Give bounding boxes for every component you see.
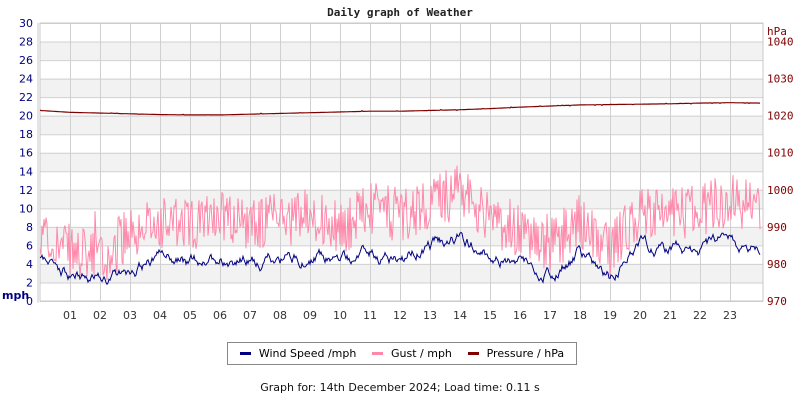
svg-text:1030: 1030: [767, 73, 794, 86]
svg-text:970: 970: [767, 295, 787, 308]
x-axis-ticks: 01 02 03 04 05 06 07 08 09 10 11 12 13 14 15 16 17 18 19 20…: [63, 309, 737, 322]
svg-text:01: 01: [63, 309, 77, 322]
left-axis-unit: mph: [2, 289, 29, 302]
svg-text:26: 26: [19, 54, 33, 67]
svg-text:8: 8: [26, 221, 33, 234]
svg-text:0: 0: [26, 295, 33, 308]
svg-text:12: 12: [19, 184, 33, 197]
chart-title: Daily graph of Weather: [327, 6, 473, 19]
svg-text:14: 14: [19, 165, 33, 178]
gust-series: [39, 165, 761, 281]
chart-legend: Wind Speed /mph Gust / mph Pressure / hP…: [227, 342, 577, 365]
svg-text:22: 22: [693, 309, 707, 322]
svg-text:16: 16: [19, 147, 33, 160]
svg-text:13: 13: [423, 309, 437, 322]
svg-text:14: 14: [453, 309, 467, 322]
svg-text:06: 06: [213, 309, 227, 322]
svg-text:4: 4: [26, 258, 33, 271]
pressure-swatch-icon: [467, 352, 479, 355]
svg-text:04: 04: [153, 309, 167, 322]
svg-text:18: 18: [19, 128, 33, 141]
wind-speed-swatch-icon: [239, 352, 251, 355]
svg-text:22: 22: [19, 91, 33, 104]
svg-text:1000: 1000: [767, 184, 794, 197]
svg-text:10: 10: [333, 309, 347, 322]
svg-text:08: 08: [273, 309, 287, 322]
wind-speed-series: [39, 231, 761, 286]
svg-text:21: 21: [663, 309, 677, 322]
svg-text:15: 15: [483, 309, 497, 322]
plot-frame: [39, 22, 764, 302]
legend-label: Pressure / hPa: [486, 347, 565, 360]
svg-text:20: 20: [633, 309, 647, 322]
svg-text:30: 30: [19, 17, 33, 30]
svg-text:1010: 1010: [767, 147, 794, 160]
svg-text:09: 09: [303, 309, 317, 322]
svg-text:24: 24: [19, 73, 33, 86]
legend-label: Gust / mph: [391, 347, 452, 360]
right-axis-ticks: 970 980 990 1000 1010 1020 1030 1040: [767, 36, 794, 308]
svg-text:02: 02: [93, 309, 107, 322]
svg-text:05: 05: [183, 309, 197, 322]
right-axis-unit: hPa: [767, 25, 787, 38]
pressure-series: [39, 102, 760, 116]
svg-text:12: 12: [393, 309, 407, 322]
legend-item-gust: Gust / mph: [372, 347, 452, 360]
svg-text:1020: 1020: [767, 110, 794, 123]
svg-text:11: 11: [363, 309, 377, 322]
svg-text:28: 28: [19, 36, 33, 49]
legend-item-wind-speed: Wind Speed /mph: [239, 347, 357, 360]
gust-swatch-icon: [372, 352, 383, 355]
svg-text:19: 19: [603, 309, 617, 322]
svg-text:1040: 1040: [767, 36, 794, 49]
svg-text:07: 07: [243, 309, 257, 322]
svg-text:23: 23: [723, 309, 737, 322]
svg-text:2: 2: [26, 276, 33, 289]
svg-text:10: 10: [19, 202, 33, 215]
svg-text:6: 6: [26, 239, 33, 252]
svg-text:03: 03: [123, 309, 137, 322]
svg-text:17: 17: [543, 309, 557, 322]
legend-item-pressure: Pressure / hPa: [467, 347, 565, 360]
graph-footer: Graph for: 14th December 2024; Load time…: [260, 381, 540, 394]
svg-text:990: 990: [767, 221, 787, 234]
legend-label: Wind Speed /mph: [258, 347, 357, 360]
svg-text:18: 18: [573, 309, 587, 322]
svg-text:20: 20: [19, 110, 33, 123]
svg-text:980: 980: [767, 258, 787, 271]
svg-text:16: 16: [513, 309, 527, 322]
